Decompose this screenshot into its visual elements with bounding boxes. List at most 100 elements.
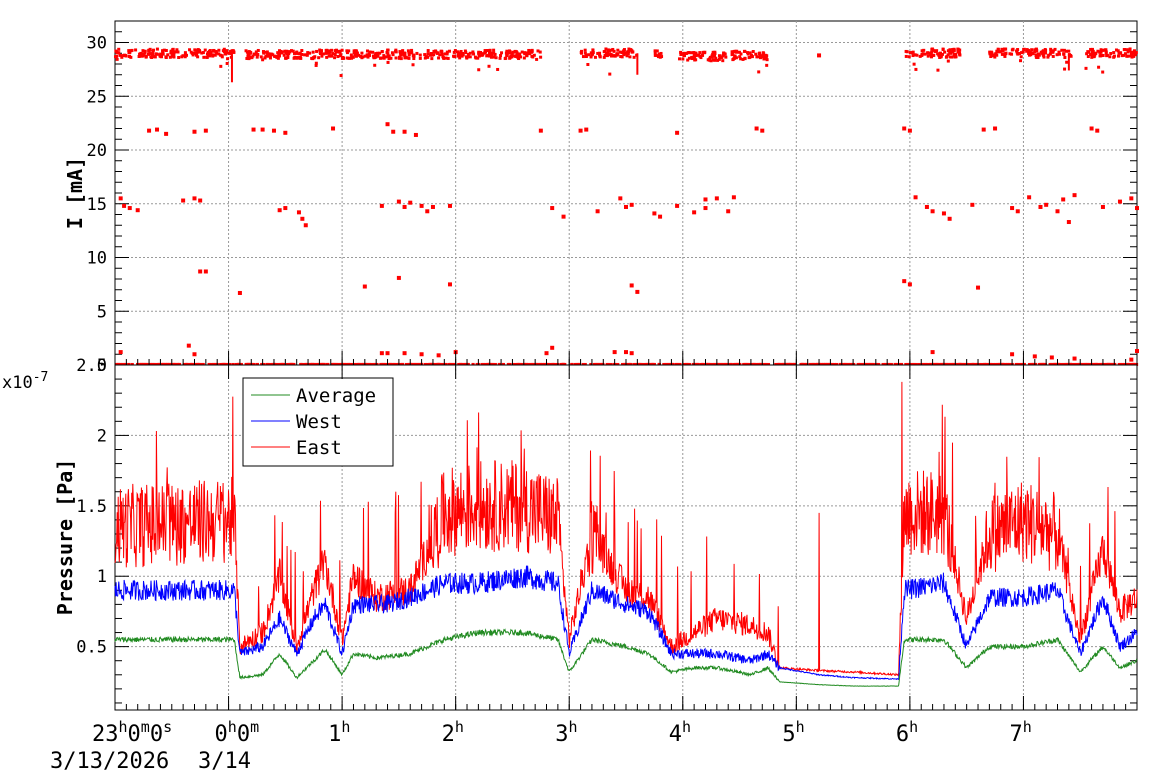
- current-point: [115, 57, 119, 61]
- current-point: [459, 362, 463, 366]
- current-point: [285, 52, 289, 56]
- current-point: [127, 206, 132, 211]
- current-point: [188, 48, 192, 52]
- current-point: [907, 128, 912, 133]
- current-point: [124, 362, 128, 366]
- current-point: [138, 52, 142, 56]
- current-point: [118, 53, 122, 57]
- current-point: [325, 55, 329, 59]
- current-point: [761, 362, 765, 366]
- current-point: [1123, 52, 1127, 56]
- current-point: [395, 362, 399, 366]
- current-point: [731, 52, 735, 56]
- current-point: [937, 53, 941, 57]
- current-point: [477, 54, 481, 58]
- current-point: [399, 53, 403, 57]
- current-point: [497, 362, 501, 366]
- current-point: [247, 362, 251, 366]
- current-point: [406, 49, 410, 53]
- current-point: [844, 362, 848, 366]
- current-point: [353, 362, 357, 366]
- current-point: [220, 54, 224, 58]
- current-point: [471, 362, 475, 366]
- current-point: [888, 362, 892, 366]
- current-point: [277, 208, 282, 213]
- y-tick-label: 20: [87, 141, 107, 161]
- current-point: [616, 48, 620, 52]
- current-point: [1041, 50, 1045, 54]
- current-point: [634, 362, 638, 366]
- current-point: [501, 362, 505, 366]
- current-point: [760, 55, 764, 59]
- current-point: [365, 53, 369, 57]
- current-point: [493, 362, 497, 366]
- current-point: [282, 53, 286, 57]
- current-point: [438, 362, 442, 366]
- current-point: [181, 198, 186, 203]
- current-point: [192, 129, 197, 134]
- current-point: [1086, 55, 1090, 59]
- current-point: [1065, 362, 1069, 366]
- current-point: [1117, 199, 1122, 204]
- current-point: [516, 362, 520, 366]
- current-point: [217, 48, 221, 52]
- current-point: [580, 49, 584, 53]
- current-point: [407, 53, 411, 57]
- current-point: [164, 48, 168, 52]
- current-point: [701, 50, 705, 54]
- current-point: [498, 56, 502, 60]
- current-point: [977, 362, 981, 366]
- current-point: [416, 362, 420, 366]
- current-point: [155, 127, 160, 132]
- current-point: [1042, 55, 1046, 59]
- current-point: [389, 56, 393, 60]
- current-point: [291, 362, 295, 366]
- current-point: [166, 53, 170, 57]
- current-point: [683, 51, 687, 55]
- current-point: [747, 56, 751, 60]
- current-point: [996, 362, 1000, 366]
- current-point: [580, 51, 584, 55]
- current-point: [989, 362, 993, 366]
- current-point: [738, 55, 742, 59]
- current-point: [1105, 53, 1109, 57]
- current-point: [551, 362, 555, 366]
- current-point: [1017, 51, 1021, 55]
- current-point: [338, 50, 342, 54]
- y-tick-label: 0.5: [76, 638, 107, 658]
- current-point: [804, 362, 808, 366]
- legend-label: East: [296, 437, 342, 459]
- current-point: [524, 51, 528, 55]
- current-point: [402, 351, 407, 356]
- y-tick-label: 2.5: [76, 356, 107, 376]
- current-point: [733, 362, 737, 366]
- current-point: [345, 51, 349, 55]
- current-point: [664, 362, 668, 366]
- current-point: [1030, 362, 1034, 366]
- current-point: [151, 51, 155, 55]
- current-point: [443, 52, 447, 56]
- current-point: [194, 362, 198, 366]
- current-point: [447, 362, 451, 366]
- current-point: [351, 55, 355, 59]
- current-point: [379, 351, 384, 356]
- current-point: [439, 49, 443, 53]
- current-point: [289, 49, 293, 53]
- series-line-east: [114, 381, 1138, 677]
- current-point: [271, 53, 275, 57]
- current-point: [1119, 51, 1123, 55]
- current-point: [224, 50, 228, 54]
- current-point: [461, 362, 465, 366]
- current-point: [913, 53, 917, 57]
- current-point: [212, 48, 216, 52]
- current-point: [724, 55, 728, 59]
- current-point: [352, 51, 356, 55]
- current-point: [746, 362, 750, 366]
- current-point: [583, 48, 587, 52]
- current-point: [605, 54, 609, 58]
- current-point: [619, 55, 623, 59]
- current-point: [570, 362, 574, 366]
- current-point: [407, 51, 411, 55]
- current-point: [430, 57, 434, 61]
